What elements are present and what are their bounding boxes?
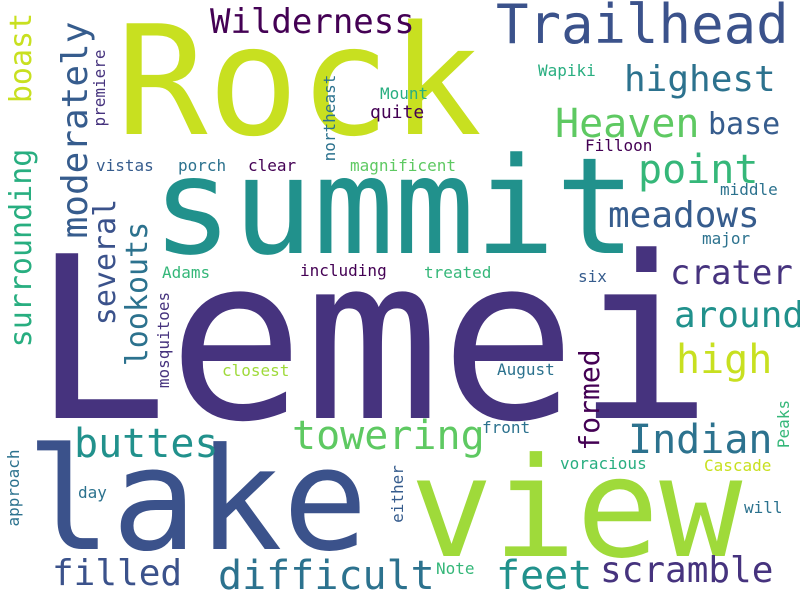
word-major: major xyxy=(702,229,751,248)
word-buttes: buttes xyxy=(74,421,219,467)
word-around: around xyxy=(674,295,800,336)
word-mosquitoes: mosquitoes xyxy=(154,291,173,389)
word-view: view xyxy=(410,428,743,589)
word-six: six xyxy=(578,267,607,286)
word-highest: highest xyxy=(624,59,776,100)
word-mount: Mount xyxy=(380,84,429,103)
word-point: point xyxy=(638,147,759,193)
word-approach: approach xyxy=(4,449,23,527)
word-trailhead: Trailhead xyxy=(496,0,789,56)
word-quite: quite xyxy=(370,102,425,123)
word-heaven: Heaven xyxy=(555,101,700,147)
word-difficult: difficult xyxy=(218,553,435,599)
word-vistas: vistas xyxy=(96,156,154,175)
word-filloon: Filloon xyxy=(585,136,653,155)
word-magnificent: magnificent xyxy=(350,156,456,175)
word-adams: Adams xyxy=(162,263,211,282)
word-summit: summit xyxy=(152,129,637,285)
word-note: Note xyxy=(436,559,475,578)
word-formed: formed xyxy=(573,349,606,451)
word-peaks: Peaks xyxy=(774,399,793,449)
word-lake: lake xyxy=(26,418,368,583)
word-meadows: meadows xyxy=(608,195,760,236)
word-either: either xyxy=(388,465,407,523)
word-base: base xyxy=(708,107,781,142)
word-august: August xyxy=(497,360,555,379)
word-towering: towering xyxy=(292,413,485,459)
word-voracious: voracious xyxy=(560,454,647,473)
word-scramble: scramble xyxy=(600,550,774,591)
word-boast: boast xyxy=(4,12,39,104)
word-surrounding: surrounding xyxy=(4,148,39,348)
word-wilderness: Wilderness xyxy=(210,2,415,42)
word-high: high xyxy=(676,337,773,383)
word-lookouts: lookouts xyxy=(120,221,155,367)
word-treated: treated xyxy=(424,263,492,282)
word-feet: feet xyxy=(496,553,593,599)
word-including: including xyxy=(300,261,387,280)
word-cascade: Cascade xyxy=(704,456,772,475)
word-closest: closest xyxy=(222,361,290,380)
word-clear: clear xyxy=(248,156,297,175)
word-premiere: premiere xyxy=(90,49,109,127)
word-lemei: Lemei xyxy=(32,209,713,472)
word-day: day xyxy=(78,483,107,502)
word-filled: filled xyxy=(52,553,183,594)
word-crater: crater xyxy=(670,253,793,293)
word-rock: Rock xyxy=(116,0,483,170)
word-middle: middle xyxy=(720,180,778,199)
word-front: front xyxy=(482,418,531,437)
word-porch: porch xyxy=(178,156,227,175)
word-wapiki: Wapiki xyxy=(538,61,596,80)
word-indian: Indian xyxy=(628,417,773,463)
word-northeast: northeast xyxy=(320,74,339,162)
word-will: will xyxy=(744,498,783,517)
word-several: several xyxy=(88,198,123,326)
